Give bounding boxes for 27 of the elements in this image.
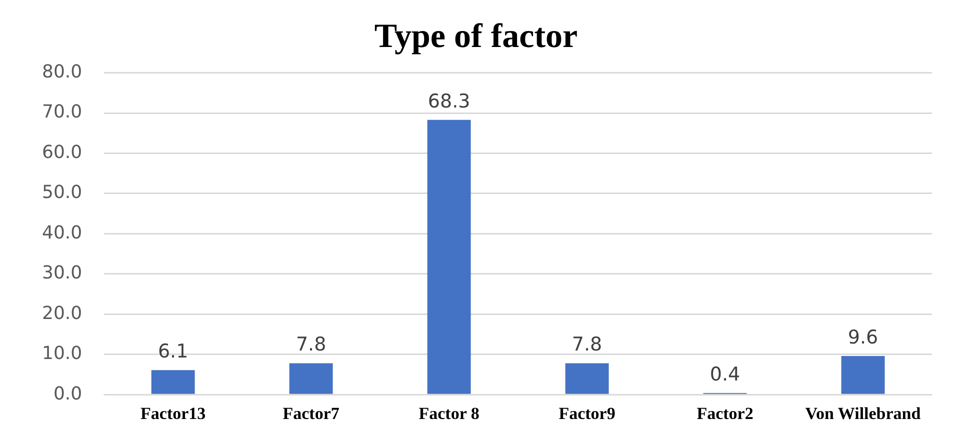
- x-tick-label: Factor 8: [418, 404, 480, 424]
- x-tick-label: Factor7: [282, 404, 340, 424]
- y-tick-label: 20.0: [42, 302, 82, 324]
- data-label: 0.4: [710, 363, 740, 386]
- bar: [565, 363, 609, 394]
- data-label: 6.1: [158, 340, 188, 362]
- y-tick-label: 30.0: [42, 262, 82, 284]
- y-tick-label: 60.0: [42, 142, 82, 163]
- y-tick-label: 10.0: [42, 343, 82, 364]
- bar: [289, 363, 333, 394]
- chart-title: Type of factor: [374, 18, 578, 56]
- data-label: 68.3: [428, 90, 470, 112]
- y-tick-label: 0.0: [53, 383, 82, 404]
- data-label: 7.8: [572, 334, 602, 356]
- y-tick-label: 40.0: [42, 222, 82, 244]
- y-tick-label: 80.0: [42, 61, 82, 82]
- data-label: 9.6: [848, 326, 878, 348]
- y-tick-label: 50.0: [42, 182, 82, 204]
- bar: [151, 370, 195, 394]
- y-tick-label: 70.0: [42, 102, 82, 123]
- x-tick-label: Factor13: [140, 404, 206, 424]
- data-label: 7.8: [296, 334, 326, 356]
- bar: [841, 356, 885, 394]
- x-tick-label: Factor9: [558, 404, 616, 424]
- bar: [427, 120, 471, 394]
- x-tick-label: Von Willebrand: [805, 404, 922, 424]
- x-tick-label: Factor2: [696, 404, 754, 424]
